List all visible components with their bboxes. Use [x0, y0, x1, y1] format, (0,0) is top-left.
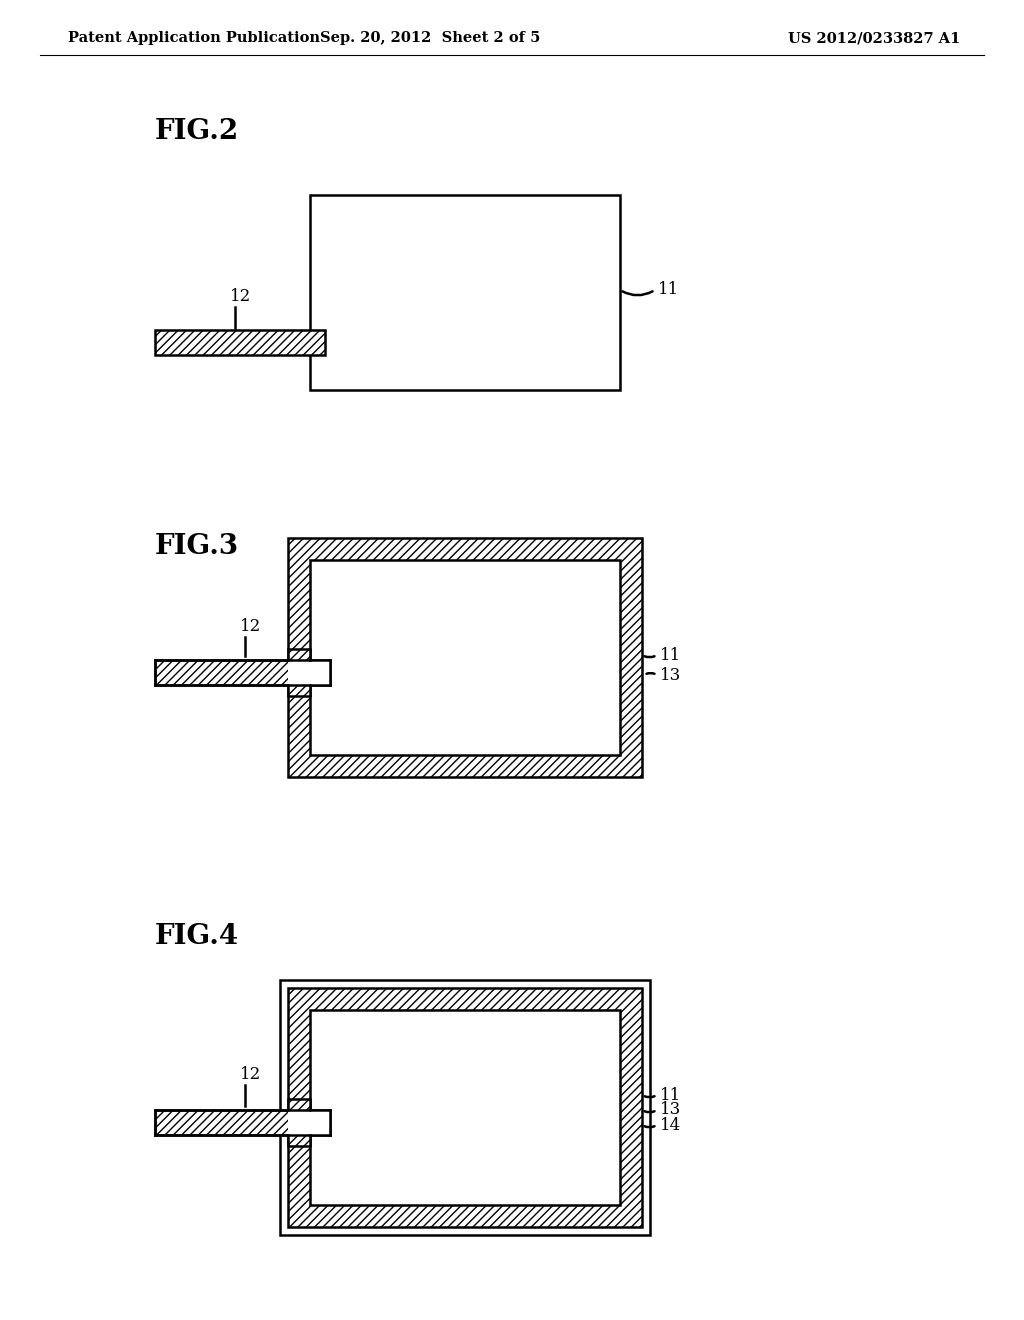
Text: FIG.2: FIG.2 [155, 117, 240, 145]
Text: 12: 12 [240, 618, 261, 635]
Text: 14: 14 [660, 1117, 681, 1134]
Text: Patent Application Publication: Patent Application Publication [68, 30, 319, 45]
Text: Sep. 20, 2012  Sheet 2 of 5: Sep. 20, 2012 Sheet 2 of 5 [319, 30, 541, 45]
Polygon shape [288, 649, 310, 660]
Text: 11: 11 [658, 281, 679, 298]
Text: 12: 12 [230, 288, 251, 305]
Bar [288, 1110, 310, 1135]
Text: 13: 13 [660, 1101, 681, 1118]
Bar [288, 987, 642, 1228]
Bar [155, 1110, 330, 1135]
Bar [310, 195, 620, 389]
Text: 11: 11 [660, 647, 681, 664]
Polygon shape [288, 685, 310, 696]
Bar [280, 979, 650, 1236]
Bar [310, 1010, 620, 1205]
Polygon shape [288, 1100, 310, 1110]
Bar [310, 560, 620, 755]
Text: 13: 13 [660, 667, 681, 684]
Text: FIG.3: FIG.3 [155, 533, 240, 560]
Bar [288, 660, 310, 685]
Bar [310, 1010, 620, 1205]
Bar [310, 660, 330, 685]
Bar [288, 685, 310, 690]
Bar [310, 560, 620, 755]
Bar [288, 539, 642, 777]
Text: 12: 12 [240, 1067, 261, 1082]
Bar [310, 1110, 330, 1135]
Text: US 2012/0233827 A1: US 2012/0233827 A1 [787, 30, 961, 45]
Polygon shape [288, 1135, 310, 1146]
Text: FIG.4: FIG.4 [155, 923, 240, 950]
Bar [288, 653, 310, 660]
Bar [155, 330, 325, 355]
Text: 11: 11 [660, 1086, 681, 1104]
Bar [155, 660, 330, 685]
